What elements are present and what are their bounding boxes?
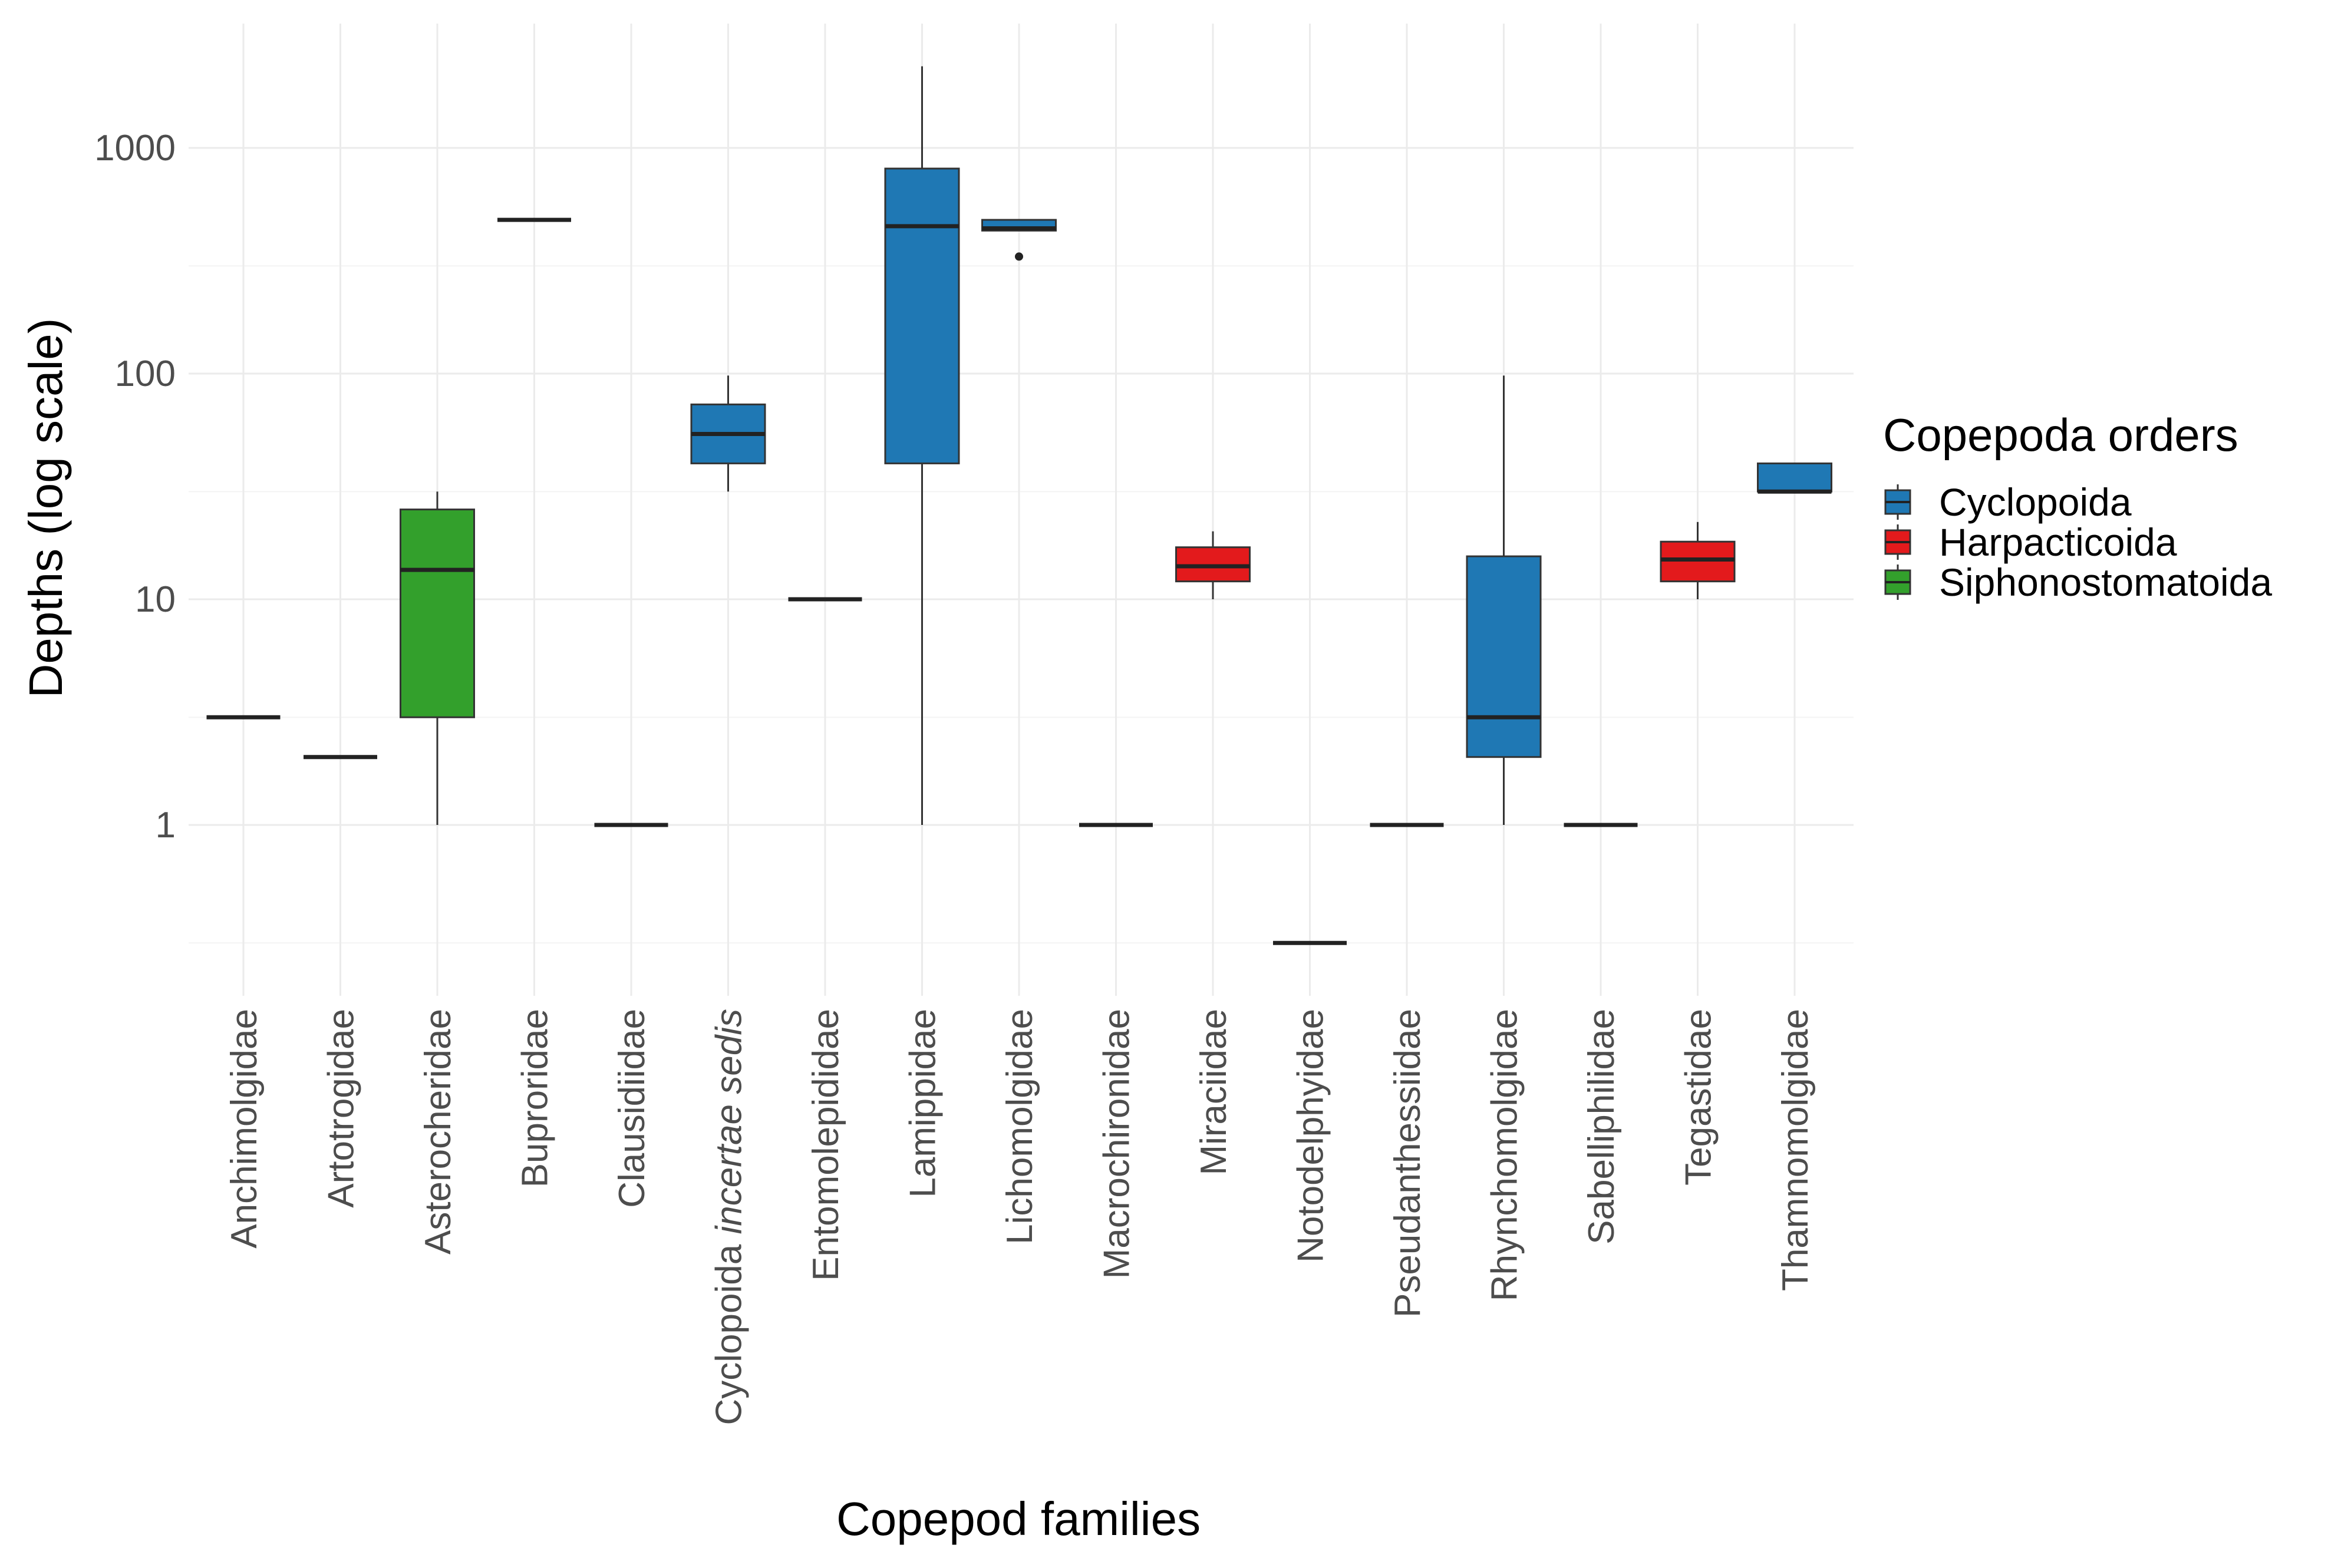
x-tick-label: Artotrogidae: [321, 1009, 362, 1208]
box-5: [690, 375, 766, 492]
x-tick-label: Lichomolgidae: [1000, 1009, 1040, 1245]
x-tick-label: Macrochironidae: [1097, 1009, 1137, 1279]
outlier-point: [1015, 252, 1023, 261]
box-body: [1757, 462, 1832, 493]
box-13: [1466, 375, 1542, 825]
x-tick-label: Pseudanthessiidae: [1387, 1009, 1428, 1318]
box-body: [400, 509, 475, 718]
box-16: [1757, 462, 1832, 494]
x-axis-title: Copepod families: [836, 1493, 1201, 1545]
x-tick-label: Clausidiidae: [612, 1009, 652, 1208]
y-tick-label: 1000: [94, 128, 176, 169]
legend-entry: Siphonostomatoida: [1884, 560, 2272, 604]
x-tick-label: Anchimolgidae: [224, 1009, 265, 1249]
legend: Copepoda orders CyclopoidaHarpacticoidaS…: [1883, 409, 2272, 604]
x-tick-label: Tegastidae: [1679, 1009, 1719, 1186]
legend-entry: Cyclopoida: [1884, 480, 2132, 524]
box-body: [1466, 555, 1542, 758]
y-tick-label: 100: [115, 354, 176, 394]
x-tick-label: Cyclopoida incertae sedis: [709, 1009, 750, 1425]
box-10: [1175, 531, 1251, 599]
legend-title: Copepoda orders: [1883, 409, 2238, 461]
x-tick-label: Rhynchomolgidae: [1485, 1009, 1525, 1301]
box-2: [400, 491, 475, 825]
x-tick-label: Miraciidae: [1193, 1009, 1234, 1176]
legend-label: Cyclopoida: [1939, 480, 2132, 524]
legend-label: Siphonostomatoida: [1939, 560, 2272, 604]
y-tick-label: 1: [156, 805, 176, 846]
x-tick-label: Lamippidae: [903, 1009, 944, 1198]
box-15: [1660, 521, 1736, 599]
box-8: [981, 219, 1057, 261]
legend-label: Harpacticoida: [1939, 520, 2177, 564]
boxplot-series: [206, 66, 1832, 945]
x-tick-label: Entomolepididae: [806, 1009, 846, 1281]
box-body: [884, 167, 960, 464]
box-7: [884, 66, 960, 825]
y-axis-title: Depths (log scale): [19, 318, 72, 698]
tick-labels: 1 10 100 1000 Anchimolgidae Artotrogidae Aster…: [94, 128, 1816, 1425]
legend-entry: Harpacticoida: [1884, 520, 2177, 564]
x-tick-label: Asterocheridae: [418, 1009, 459, 1255]
x-tick-label: Thamnomolgidae: [1775, 1009, 1816, 1291]
x-tick-label: Notodelphyidae: [1291, 1009, 1331, 1263]
x-tick-label: Sabelliphilidae: [1581, 1009, 1622, 1245]
x-tick-label: Buproridae: [515, 1009, 556, 1187]
y-tick-label: 10: [135, 579, 176, 620]
